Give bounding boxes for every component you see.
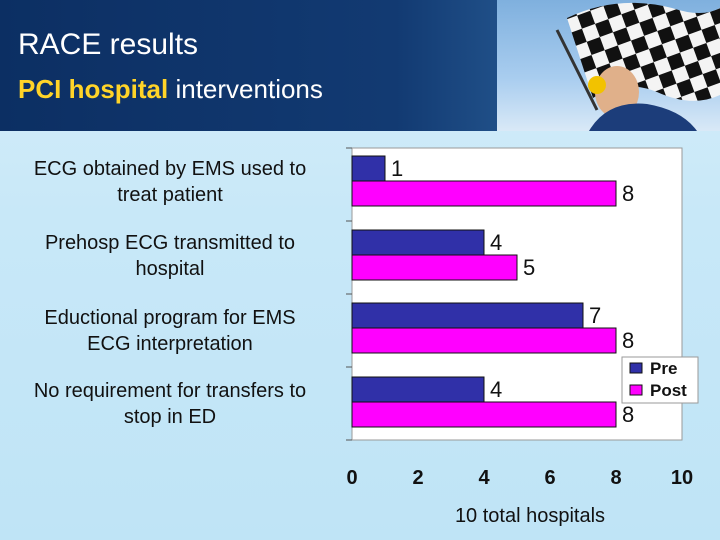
bar-pre-3 (351, 302, 584, 329)
subtitle-rest: interventions (168, 74, 323, 104)
bar-pre-4 (351, 376, 485, 403)
bar-post-4 (351, 401, 617, 428)
data-label-pre-3: 7 (589, 303, 601, 328)
data-label-pre-4: 4 (490, 377, 502, 402)
bar-post-2 (351, 254, 518, 281)
category-label-1: ECG obtained by EMS used to treat patien… (33, 158, 307, 206)
bar-post-3 (351, 327, 617, 354)
slide-subtitle: PCI hospital interventions (18, 74, 323, 105)
category-label-3: Eductional program for EMS ECG interpret… (44, 307, 296, 355)
data-label-post-2: 5 (523, 255, 535, 280)
data-label-post-4: 8 (622, 402, 634, 427)
legend-swatch-post (629, 384, 643, 396)
x-tick-label-6: 6 (544, 467, 555, 489)
x-tick-label-4: 4 (478, 467, 490, 489)
x-tick-label-10: 10 (671, 467, 693, 489)
legend-swatch-pre (629, 362, 643, 374)
category-label-2: Prehosp ECG transmitted to hospital (44, 232, 296, 280)
bar-pre-1 (351, 155, 386, 182)
slide-header: RACE results PCI hospital interventions (0, 0, 720, 131)
x-tick-label-2: 2 (412, 467, 423, 489)
legend-label-pre: Pre (650, 359, 677, 378)
data-label-pre-1: 1 (391, 156, 403, 181)
x-axis-title: 10 total hospitals (454, 505, 606, 527)
category-label-4: No requirement for transfers to stop in … (33, 380, 307, 428)
x-tick-label-8: 8 (610, 467, 621, 489)
legend-label-post: Post (650, 381, 687, 400)
bar-post-1 (351, 180, 617, 207)
data-label-pre-2: 4 (490, 230, 502, 255)
x-tick-label-0: 0 (346, 467, 357, 489)
checkered-flag-icon (497, 0, 720, 131)
data-label-post-3: 8 (622, 328, 634, 353)
slide-title: RACE results (18, 28, 199, 61)
bar-pre-2 (351, 229, 485, 256)
data-label-post-1: 8 (622, 181, 634, 206)
subtitle-highlight: PCI hospital (18, 74, 169, 104)
